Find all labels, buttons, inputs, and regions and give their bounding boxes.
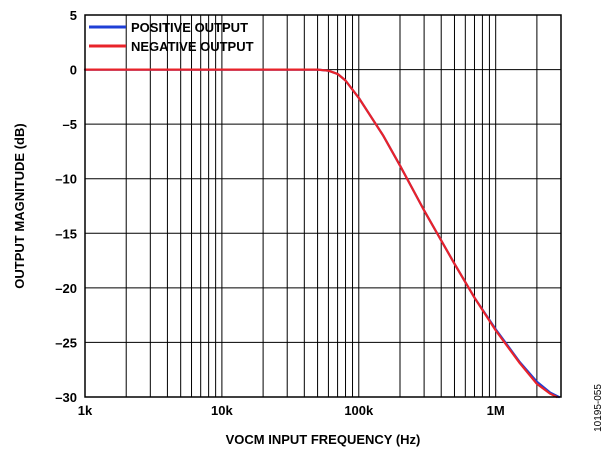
x-axis-title: VOCM INPUT FREQUENCY (Hz) — [226, 432, 421, 447]
y-tick-label: –30 — [55, 390, 77, 405]
legend-label-positive-output: POSITIVE OUTPUT — [131, 20, 248, 35]
series-line-negative-output — [83, 68, 559, 399]
x-tick-label: 10k — [211, 403, 233, 418]
tick-labels: 1k 10k 100k 1M 5 0 –5 –10 –15 –20 –25 –30 — [55, 8, 504, 418]
y-tick-label: –5 — [63, 117, 77, 132]
series-layer — [83, 68, 561, 399]
y-tick-label: –10 — [55, 172, 77, 187]
y-axis-title: OUTPUT MAGNITUDE (dB) — [12, 123, 27, 288]
x-tick-label: 1k — [78, 403, 93, 418]
y-tick-label: 5 — [70, 8, 77, 23]
y-tick-label: –20 — [55, 281, 77, 296]
y-tick-label: –15 — [55, 226, 77, 241]
grid — [85, 15, 561, 397]
x-tick-label: 1M — [487, 403, 505, 418]
plot-frame — [84, 14, 562, 398]
y-tick-label: 0 — [70, 63, 77, 78]
legend-label-negative-output: NEGATIVE OUTPUT — [131, 39, 254, 54]
x-tick-label: 100k — [344, 403, 374, 418]
y-tick-label: –25 — [55, 335, 77, 350]
figure-id: 10195-055 — [593, 384, 604, 432]
legend: POSITIVE OUTPUT NEGATIVE OUTPUT — [89, 20, 254, 54]
